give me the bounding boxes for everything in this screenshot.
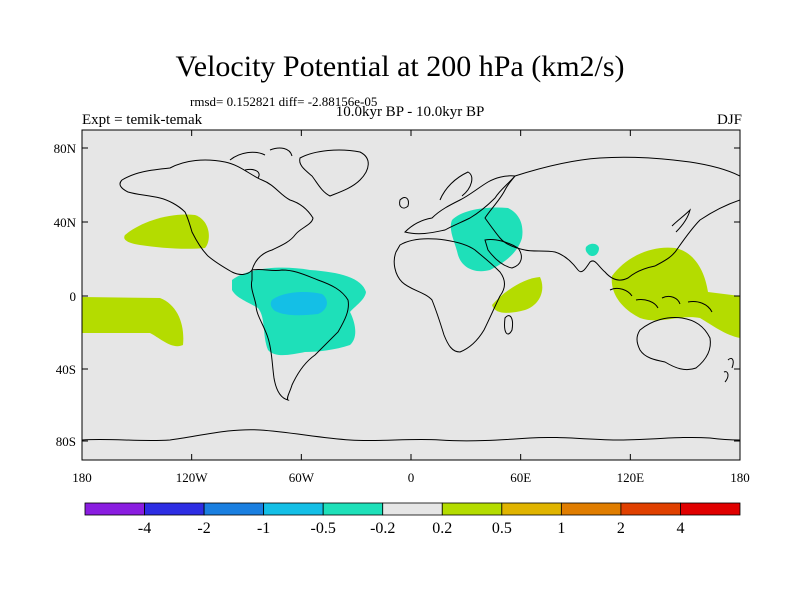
figure-title: Velocity Potential at 200 hPa (km2/s)	[175, 50, 625, 83]
colorbar-swatch	[382, 502, 443, 516]
stats-text: rmsd= 0.152821 diff= -2.88156e-05	[190, 94, 378, 109]
coastlines	[82, 147, 740, 442]
lon-label: 180	[72, 470, 92, 485]
colorbar-swatch	[501, 502, 562, 516]
colorbar-label: -0.5	[311, 520, 336, 537]
colorbar-label: 2	[617, 520, 625, 537]
season-label: DJF	[716, 112, 742, 128]
colorbar-swatch	[441, 502, 503, 516]
coast-antarctica	[82, 429, 740, 442]
colorbar-swatch	[203, 502, 265, 516]
colorbar-swatch	[322, 502, 384, 516]
lon-label: 120E	[617, 470, 645, 485]
colorbar-swatch	[144, 502, 205, 516]
lon-label: 60E	[510, 470, 531, 485]
lat-label: 80S	[56, 434, 76, 449]
latitude-axis: 80N 40N 0 40S 80S	[54, 141, 740, 449]
lat-label: 80N	[54, 141, 77, 156]
coast-canadian-islands	[229, 147, 293, 179]
colorbar-label: 0.5	[492, 520, 512, 537]
colorbar-swatch	[680, 502, 741, 516]
coast-asia	[484, 156, 740, 281]
longitude-axis: 180 120W 60W 0 60E 120E 180	[72, 130, 750, 485]
coast-japan	[671, 208, 691, 233]
lat-label: 0	[70, 289, 77, 304]
coast-scandinavia	[439, 171, 473, 201]
lon-label: 120W	[176, 470, 209, 485]
subtitle: 10.0kyr BP - 10.0kyr BP	[335, 104, 485, 120]
positive-region-south-pacific	[82, 297, 184, 347]
colorbar-label: -0.2	[370, 520, 395, 537]
negative-core-amazon	[270, 292, 327, 316]
colorbar-label: 1	[557, 520, 565, 537]
positive-region-east-africa	[492, 277, 543, 313]
lon-label: 0	[408, 470, 415, 485]
lon-label: 180	[730, 470, 750, 485]
coast-new-zealand	[723, 357, 734, 383]
colorbar-label: 0.2	[432, 520, 452, 537]
positive-region-maritime-continent	[611, 247, 740, 338]
colorbar-swatch	[263, 502, 324, 516]
colorbar-label: 4	[676, 520, 684, 537]
coast-south-america	[251, 268, 349, 401]
coast-north-america	[119, 159, 314, 275]
coast-australia	[636, 317, 711, 371]
colorbar: -4 -2 -1 -0.5 -0.2 0.2 0.5 1 2 4	[84, 502, 741, 537]
colorbar-label: -4	[138, 520, 151, 537]
colorbar-label: -1	[257, 520, 270, 537]
positive-region-west-edge	[740, 296, 745, 340]
positive-region-north-pacific	[124, 214, 209, 249]
colorbar-swatch	[620, 502, 681, 516]
colorbar-swatch	[560, 502, 622, 516]
coast-british-isles	[399, 197, 409, 209]
coast-madagascar	[504, 315, 513, 335]
coast-greenland	[299, 149, 369, 197]
colorbar-label: -2	[197, 520, 210, 537]
lat-label: 40S	[56, 362, 76, 377]
lon-label: 60W	[289, 470, 315, 485]
coast-indonesia	[609, 287, 713, 313]
lat-label: 40N	[54, 215, 77, 230]
coast-arabia	[484, 239, 522, 269]
colorbar-swatch	[84, 502, 145, 516]
negative-region-india	[585, 243, 599, 257]
experiment-label: Expt = temik-temak	[82, 112, 203, 128]
coast-africa	[393, 238, 505, 353]
